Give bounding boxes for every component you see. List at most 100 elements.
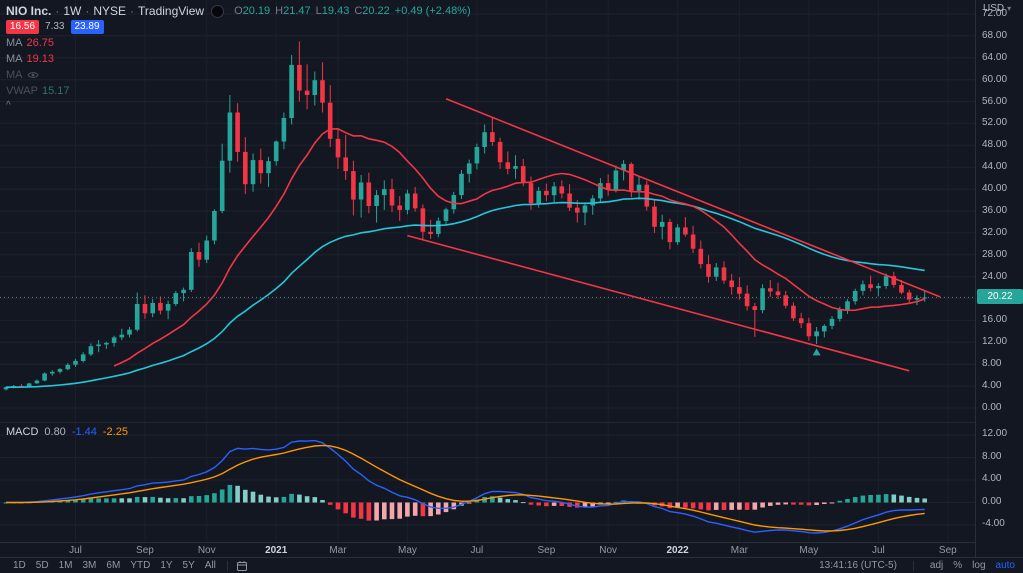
indicator-row-vwap[interactable]: VWAP 15.17: [6, 85, 70, 97]
range-ytd-button[interactable]: YTD: [125, 560, 155, 571]
tradingview-brand: TradingView: [138, 4, 205, 18]
range-1d-button[interactable]: 1D: [8, 560, 31, 571]
symbol-title[interactable]: NIO Inc.: [6, 4, 52, 18]
ohlc-readout: O20.19 H21.47 L19.43 C20.22 +0.49 (+2.48…: [234, 5, 471, 17]
calendar-icon: [236, 560, 247, 571]
price-label-red[interactable]: 16.56: [6, 20, 40, 34]
time-axis[interactable]: Jul Sep Nov 2021 Mar May Jul Sep Nov 2022 Mar May Ju…: [0, 542, 975, 557]
range-5y-button[interactable]: 5Y: [178, 560, 200, 571]
macd-axis-label: 4.00: [982, 473, 1002, 484]
toolbar-right-group: 13:41:16 (UTC-5) adj % log auto: [819, 560, 1015, 571]
price-axis-label: 36.00: [982, 205, 1008, 216]
low-label: L: [315, 5, 322, 17]
indicator-row-ma3-hidden[interactable]: MA: [6, 68, 471, 82]
main-chart-pane[interactable]: [0, 0, 975, 422]
range-3m-button[interactable]: 3M: [78, 560, 102, 571]
macd-axis-label: -4.00: [982, 518, 1005, 529]
high-value: 21.47: [283, 5, 311, 17]
macd-title[interactable]: MACD: [6, 426, 39, 438]
time-axis-label: May: [397, 545, 417, 556]
last-price-badge: 20.22: [977, 289, 1023, 305]
range-all-button[interactable]: All: [200, 560, 221, 571]
price-axis-label: 64.00: [982, 51, 1008, 63]
price-label-plain[interactable]: 7.33: [45, 21, 65, 32]
time-axis-label: Mar: [329, 545, 347, 556]
time-axis-label: Jul: [69, 545, 82, 556]
toolbar-divider: [226, 560, 228, 571]
separator-dot: [55, 4, 59, 18]
price-axis[interactable]: USD ▾ 72.00 68.00 64.00 60.00 56.00 52.00 48.0…: [975, 0, 1023, 557]
clock[interactable]: 13:41:16 (UTC-5): [819, 560, 897, 571]
percent-scale-toggle[interactable]: %: [953, 560, 963, 571]
range-1y-button[interactable]: 1Y: [155, 560, 177, 571]
price-axis-label: 8.00: [982, 358, 1002, 370]
time-axis-label: 2021: [265, 545, 288, 556]
price-axis-label: 52.00: [982, 117, 1008, 129]
open-value: 20.19: [242, 5, 271, 17]
price-axis-label: 68.00: [982, 29, 1008, 41]
time-axis-label: Mar: [730, 545, 748, 556]
time-axis-label: Sep: [938, 545, 957, 556]
time-axis-label: Jul: [470, 545, 484, 556]
price-axis-label: 48.00: [982, 139, 1008, 151]
symbol-row: NIO Inc. 1W NYSE TradingView O20.19 H21.…: [6, 4, 471, 18]
range-1m-button[interactable]: 1M: [54, 560, 78, 571]
candlestick-chart[interactable]: [0, 0, 975, 422]
price-axis-label: 0.00: [982, 402, 1002, 413]
price-axis-label: 16.00: [982, 314, 1008, 326]
bottom-toolbar: 1D 5D 1M 3M 6M YTD 1Y 5Y All 13:41:16 (UTC-5) ad…: [0, 557, 1023, 573]
exchange-label: NYSE: [93, 4, 127, 18]
macd-axis-label: 12.00: [982, 428, 1008, 439]
separator-dot: [85, 4, 89, 18]
price-label-blue[interactable]: 23.89: [70, 20, 104, 34]
indicator-row-ma1[interactable]: MA 26.75: [6, 37, 55, 49]
adjust-data-toggle[interactable]: adj: [929, 560, 944, 571]
price-labels-row: 16.56 7.33 23.89: [6, 20, 471, 34]
price-axis-label: 44.00: [982, 161, 1008, 173]
macd-hist-value: 0.80: [44, 426, 66, 438]
price-axis-label: 56.00: [982, 95, 1008, 107]
price-axis-label: 72.00: [982, 8, 1008, 19]
go-to-date-button[interactable]: [234, 560, 250, 572]
close-value: 20.22: [362, 5, 390, 17]
indicator-row-ma2[interactable]: MA 19.13: [6, 53, 55, 65]
price-axis-label: 12.00: [982, 336, 1008, 348]
collapse-legend-button[interactable]: ^: [6, 100, 11, 111]
currency-dropdown[interactable]: USD ▾: [983, 3, 1011, 14]
time-axis-label: 2022: [666, 545, 689, 556]
low-value: 19.43: [321, 5, 350, 17]
price-axis-label: 4.00: [982, 380, 1002, 392]
time-axis-label: Sep: [136, 545, 154, 556]
change-value: +0.49 (+2.48%): [394, 5, 471, 17]
macd-line-value: -1.44: [71, 426, 97, 438]
price-axis-label: 60.00: [982, 73, 1008, 85]
time-axis-label: Nov: [599, 545, 618, 556]
log-scale-toggle[interactable]: log: [972, 560, 986, 571]
currency-label: USD: [983, 3, 1005, 14]
high-label: H: [275, 5, 284, 17]
macd-axis-label: 0.00: [982, 495, 1002, 507]
macd-legend[interactable]: MACD 0.80 -1.44 -2.25: [6, 426, 128, 438]
price-axis-label: 24.00: [982, 270, 1008, 282]
time-axis-label: Sep: [537, 545, 556, 556]
time-axis-label: Jul: [871, 545, 885, 556]
eye-hidden-icon[interactable]: [26, 69, 39, 81]
macd-pane[interactable]: [0, 422, 975, 543]
range-button-group: 1D 5D 1M 3M 6M YTD 1Y 5Y All: [8, 560, 221, 571]
macd-axis-label: 8.00: [982, 450, 1002, 462]
chevron-down-icon: ▾: [1007, 4, 1012, 13]
auto-scale-toggle[interactable]: auto: [995, 560, 1015, 571]
close-label: C: [354, 5, 363, 17]
macd-chart[interactable]: [0, 423, 975, 543]
toolbar-divider: [912, 560, 914, 571]
price-axis-label: 32.00: [982, 226, 1008, 238]
time-axis-label: Nov: [197, 545, 216, 556]
price-axis-label: 28.00: [982, 248, 1008, 260]
chart-legend: NIO Inc. 1W NYSE TradingView O20.19 H21.…: [6, 4, 471, 111]
range-6m-button[interactable]: 6M: [101, 560, 125, 571]
time-axis-label: May: [799, 545, 819, 556]
interval-label[interactable]: 1W: [63, 4, 82, 18]
range-5d-button[interactable]: 5D: [31, 560, 54, 571]
separator-dot: [130, 4, 134, 18]
